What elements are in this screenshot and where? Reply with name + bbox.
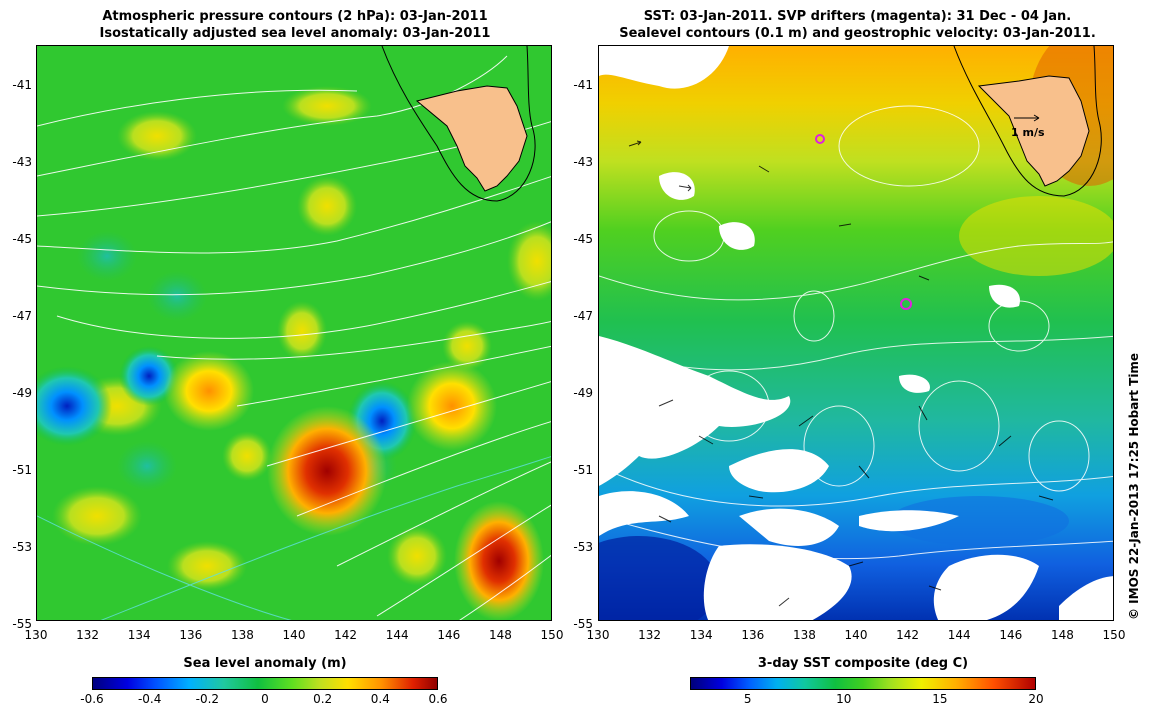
colorbar-tick-label: 15 [932, 692, 948, 706]
y-tick-label: -51 [573, 463, 593, 477]
right-title-line1: SST: 03-Jan-2011. SVP drifters (magenta)… [643, 9, 1072, 24]
sea-level-anomaly-map [36, 45, 552, 621]
x-tick-label: 130 [24, 628, 48, 642]
right-map-title: SST: 03-Jan-2011. SVP drifters (magenta)… [590, 8, 1125, 42]
sst-map: 1 m/s [598, 45, 1114, 621]
x-tick-label: 148 [488, 628, 512, 642]
y-tick-label: -45 [573, 232, 593, 246]
right-colorbar [690, 677, 1036, 690]
x-tick-label: 146 [999, 628, 1023, 642]
left-colorbar [92, 677, 438, 690]
y-tick-label: -55 [573, 617, 593, 631]
y-tick-label: -45 [12, 232, 32, 246]
velocity-scale-label: 1 m/s [1011, 126, 1045, 139]
imos-credit: © IMOS 22-Jan-2013 17:25 Hobart Time [1127, 352, 1141, 620]
colorbar-tick-label: 0.4 [370, 692, 390, 706]
x-tick-label: 134 [127, 628, 151, 642]
colorbar-tick-label: 10 [836, 692, 852, 706]
colorbar-tick-label: -0.6 [80, 692, 104, 706]
y-tick-label: -49 [573, 386, 593, 400]
right-colorbar-title: 3-day SST composite (deg C) [757, 656, 969, 671]
x-tick-label: 140 [282, 628, 306, 642]
y-tick-label: -43 [573, 155, 593, 169]
x-tick-label: 136 [179, 628, 203, 642]
x-tick-label: 142 [334, 628, 358, 642]
x-tick-label: 144 [947, 628, 971, 642]
y-tick-label: -43 [12, 155, 32, 169]
x-tick-label: 138 [792, 628, 816, 642]
x-tick-label: 136 [741, 628, 765, 642]
colorbar-tick-label: 0 [261, 692, 269, 706]
left-colorbar-title: Sea level anomaly (m) [183, 656, 347, 671]
x-tick-label: 138 [230, 628, 254, 642]
x-tick-label: 150 [1102, 628, 1126, 642]
left-title-line1: Atmospheric pressure contours (2 hPa): 0… [102, 9, 488, 24]
y-tick-label: -49 [12, 386, 32, 400]
left-map-title: Atmospheric pressure contours (2 hPa): 0… [30, 8, 560, 42]
colorbar-tick-label: -0.2 [195, 692, 220, 706]
x-tick-label: 150 [540, 628, 564, 642]
y-tick-label: -51 [12, 463, 32, 477]
x-tick-label: 148 [1050, 628, 1074, 642]
colorbar-tick-label: 20 [1028, 692, 1044, 706]
x-tick-label: 132 [76, 628, 100, 642]
colorbar-tick-label: 0.6 [428, 692, 448, 706]
y-tick-label: -53 [12, 540, 32, 554]
x-tick-label: 140 [844, 628, 868, 642]
y-tick-label: -47 [12, 309, 32, 323]
y-tick-label: -53 [573, 540, 593, 554]
y-tick-label: -55 [12, 617, 32, 631]
y-tick-label: -47 [573, 309, 593, 323]
y-tick-label: -41 [12, 78, 32, 92]
colorbar-tick-label: -0.4 [137, 692, 162, 706]
x-tick-label: 134 [689, 628, 713, 642]
x-tick-label: 130 [586, 628, 610, 642]
right-title-line2: Sealevel contours (0.1 m) and geostrophi… [619, 26, 1096, 41]
x-tick-label: 132 [638, 628, 662, 642]
x-tick-label: 142 [896, 628, 920, 642]
colorbar-tick-label: 0.2 [313, 692, 333, 706]
x-tick-label: 146 [437, 628, 461, 642]
x-tick-label: 144 [385, 628, 409, 642]
y-tick-label: -41 [573, 78, 593, 92]
colorbar-tick-label: 5 [743, 692, 752, 706]
left-title-line2: Isostatically adjusted sea level anomaly… [99, 26, 491, 41]
